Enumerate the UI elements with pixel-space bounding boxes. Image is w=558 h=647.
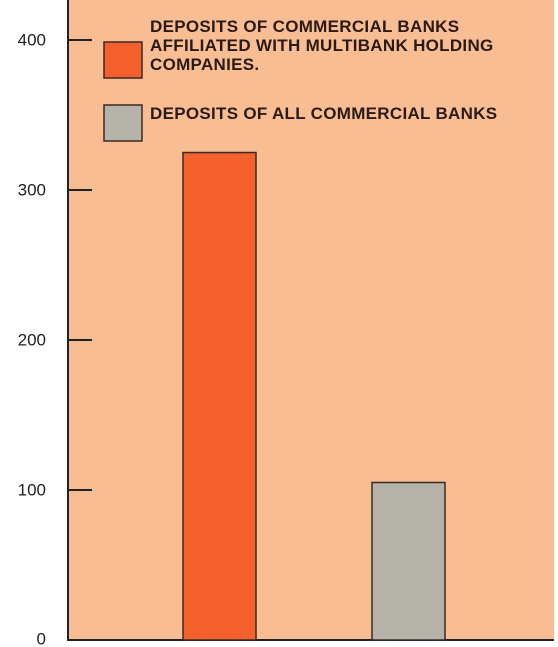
y-tick-label: 300 <box>18 180 46 199</box>
y-tick-label: 200 <box>18 330 46 349</box>
bar <box>182 151 257 641</box>
legend-swatch <box>103 41 143 79</box>
bar <box>371 481 446 641</box>
plot-background <box>68 0 554 641</box>
y-tick-label: 100 <box>18 480 46 499</box>
legend-label: DEPOSITS OF COMMERCIAL BANKS AFFILIATED … <box>150 17 494 74</box>
y-tick-label: 0 <box>37 629 46 647</box>
y-tick-label: 400 <box>18 30 46 49</box>
legend-swatch <box>103 104 143 142</box>
legend-label: DEPOSITS OF ALL COMMERCIAL BANKS <box>150 104 498 123</box>
